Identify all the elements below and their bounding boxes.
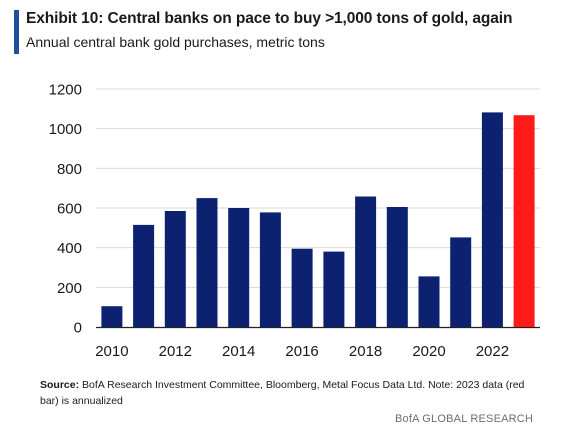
x-tick-label: 2010 <box>95 343 128 360</box>
bar-2011 <box>133 224 155 327</box>
bar-2010 <box>101 306 123 327</box>
bar-2020 <box>418 276 440 327</box>
bar-2014 <box>228 208 250 327</box>
bar-2019 <box>386 207 408 327</box>
y-tick-label: 400 <box>57 240 82 257</box>
bar-2022 <box>481 112 503 328</box>
source-label: Source: <box>40 379 80 391</box>
brand-label: BofA GLOBAL RESEARCH <box>395 413 534 425</box>
x-tick-label: 2016 <box>285 343 318 360</box>
bar-2012 <box>164 211 186 327</box>
bar-2013 <box>196 198 218 327</box>
y-tick-label: 0 <box>74 320 82 337</box>
x-tick-label: 2022 <box>476 343 509 360</box>
bar-2023 <box>513 115 535 327</box>
chart-title: Exhibit 10: Central banks on pace to buy… <box>26 10 513 27</box>
title-accent-bar <box>14 10 19 54</box>
source-text: BofA Research Investment Committee, Bloo… <box>40 379 525 407</box>
y-tick-label: 800 <box>57 161 82 178</box>
x-tick-label: 2020 <box>412 343 445 360</box>
chart-subtitle: Annual central bank gold purchases, metr… <box>26 34 325 50</box>
bar-2016 <box>291 248 313 327</box>
x-tick-label: 2018 <box>349 343 382 360</box>
y-tick-label: 200 <box>57 280 82 297</box>
y-tick-label: 1200 <box>49 82 82 99</box>
y-tick-label: 600 <box>57 201 82 218</box>
bar-2017 <box>323 251 345 327</box>
y-tick-label: 1000 <box>49 121 82 138</box>
source-note: Source: BofA Research Investment Committ… <box>40 377 540 409</box>
bar-2018 <box>355 196 377 327</box>
x-tick-label: 2014 <box>222 343 255 360</box>
x-tick-label: 2012 <box>159 343 192 360</box>
bar-2021 <box>450 237 472 327</box>
bar-2015 <box>259 212 281 327</box>
